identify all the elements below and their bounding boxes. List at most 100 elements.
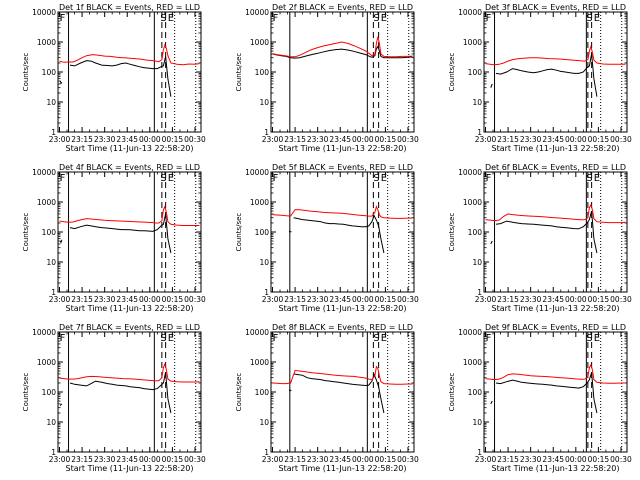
- marker-e: E: [168, 333, 174, 344]
- marker-e: E: [381, 13, 387, 24]
- lld-series-line: [272, 36, 413, 58]
- events-series-line: [490, 240, 493, 245]
- x-tick-label: 23:45: [116, 135, 138, 144]
- plot-frame: [270, 11, 415, 133]
- y-tick-label: 1000: [250, 358, 269, 367]
- y-tick-label: 10: [472, 418, 482, 427]
- events-series-line: [495, 53, 598, 97]
- x-tick-label: 23:45: [542, 295, 564, 304]
- x-tick-label: 23:30: [94, 295, 116, 304]
- x-tick-label: 00:15: [588, 295, 610, 304]
- events-series-line: [293, 214, 385, 254]
- events-series-line: [288, 389, 292, 392]
- marker-s: S: [586, 333, 592, 344]
- x-tick-label: 00:00: [565, 135, 587, 144]
- x-tick-label: 23:15: [497, 455, 519, 464]
- x-tick-label: 00:15: [588, 135, 610, 144]
- y-tick-label: 100: [255, 388, 270, 397]
- plot-frame: [57, 331, 202, 453]
- x-tick-label: 23:00: [49, 295, 71, 304]
- x-tick-label: 23:45: [542, 455, 564, 464]
- x-tick-label: 23:30: [520, 135, 542, 144]
- marker-s: S: [586, 173, 592, 184]
- x-tick-label: 23:15: [284, 295, 306, 304]
- y-tick-label: 1000: [37, 38, 56, 47]
- x-tick-label: 23:00: [262, 455, 284, 464]
- panel-title: Det 4f BLACK = Events, RED = LLD: [59, 163, 200, 172]
- events-series-line: [59, 239, 63, 244]
- x-axis-label: Start Time (11-Jun-13 22:58:20): [279, 464, 407, 473]
- plot-frame: [483, 331, 628, 453]
- y-tick-label: 1: [264, 448, 269, 457]
- panel-7: Det 7f BLACK = Events, RED = LLD 1 10 100 10…: [22, 323, 206, 473]
- x-tick-label: 00:15: [162, 455, 184, 464]
- x-tick-label: 23:30: [307, 455, 329, 464]
- x-axis-label: Start Time (11-Jun-13 22:58:20): [492, 304, 620, 313]
- events-series-line: [288, 230, 292, 233]
- events-series-line: [495, 372, 598, 414]
- x-axis-label: Start Time (11-Jun-13 22:58:20): [279, 304, 407, 313]
- y-tick-label: 10: [259, 98, 269, 107]
- y-tick-label: 10: [472, 98, 482, 107]
- marker-s: S: [373, 13, 379, 24]
- y-tick-label: 1: [264, 288, 269, 297]
- x-tick-label: 23:00: [475, 455, 497, 464]
- marker-f: F: [60, 333, 66, 344]
- panel-8: Det 8f BLACK = Events, RED = LLD 1 10 100 10…: [235, 323, 419, 473]
- y-tick-label: 1000: [250, 198, 269, 207]
- y-tick-label: 10: [259, 418, 269, 427]
- x-tick-label: 23:00: [49, 135, 71, 144]
- x-tick-label: 23:15: [497, 135, 519, 144]
- x-tick-label: 23:15: [71, 455, 93, 464]
- y-tick-label: 100: [255, 68, 270, 77]
- marker-f: F: [60, 173, 66, 184]
- y-axis-label: Counts/sec: [22, 53, 30, 92]
- x-tick-label: 23:15: [284, 135, 306, 144]
- marker-e: E: [594, 13, 600, 24]
- y-tick-label: 1: [477, 128, 482, 137]
- y-tick-label: 1: [51, 288, 56, 297]
- y-tick-label: 100: [42, 228, 57, 237]
- y-tick-label: 10: [46, 418, 56, 427]
- y-tick-label: 1: [264, 128, 269, 137]
- events-series-line: [69, 56, 172, 97]
- x-tick-label: 23:15: [71, 135, 93, 144]
- marker-f: F: [486, 173, 492, 184]
- y-tick-label: 10000: [32, 168, 56, 177]
- x-tick-label: 23:45: [116, 295, 138, 304]
- lld-series-line: [272, 365, 413, 385]
- panel-3: Det 3f BLACK = Events, RED = LLD 1 10 100 10…: [448, 3, 632, 153]
- x-tick-label: 00:30: [184, 295, 206, 304]
- marker-s: S: [586, 13, 592, 24]
- lld-series-line: [59, 362, 200, 383]
- y-tick-label: 10000: [458, 8, 482, 17]
- x-tick-label: 23:45: [329, 135, 351, 144]
- panel-2: Det 2f BLACK = Events, RED = LLD 1 10 100 10…: [235, 3, 419, 153]
- x-tick-label: 23:00: [475, 295, 497, 304]
- marker-f: F: [486, 333, 492, 344]
- panel-6: Det 6f BLACK = Events, RED = LLD 1 10 100 10…: [448, 163, 632, 313]
- x-axis-label: Start Time (11-Jun-13 22:58:20): [492, 144, 620, 153]
- y-tick-label: 10: [259, 258, 269, 267]
- y-tick-label: 1000: [463, 358, 482, 367]
- x-tick-label: 00:15: [375, 295, 397, 304]
- panel-title: Det 8f BLACK = Events, RED = LLD: [272, 323, 413, 332]
- x-axis-label: Start Time (11-Jun-13 22:58:20): [492, 464, 620, 473]
- plot-frame: [270, 331, 415, 453]
- x-tick-label: 23:30: [520, 295, 542, 304]
- x-tick-label: 23:30: [94, 135, 116, 144]
- x-tick-label: 23:00: [262, 135, 284, 144]
- marker-s: S: [160, 333, 166, 344]
- x-tick-label: 00:15: [375, 135, 397, 144]
- marker-f: F: [273, 333, 279, 344]
- x-tick-label: 00:00: [139, 295, 161, 304]
- x-tick-label: 00:30: [610, 295, 632, 304]
- plot-frame: [483, 171, 628, 293]
- y-axis-label: Counts/sec: [22, 213, 30, 252]
- x-tick-label: 23:15: [71, 295, 93, 304]
- x-tick-label: 00:30: [397, 135, 419, 144]
- x-tick-label: 23:45: [116, 455, 138, 464]
- x-tick-label: 23:45: [542, 135, 564, 144]
- x-tick-label: 23:30: [307, 295, 329, 304]
- y-tick-label: 1: [51, 448, 56, 457]
